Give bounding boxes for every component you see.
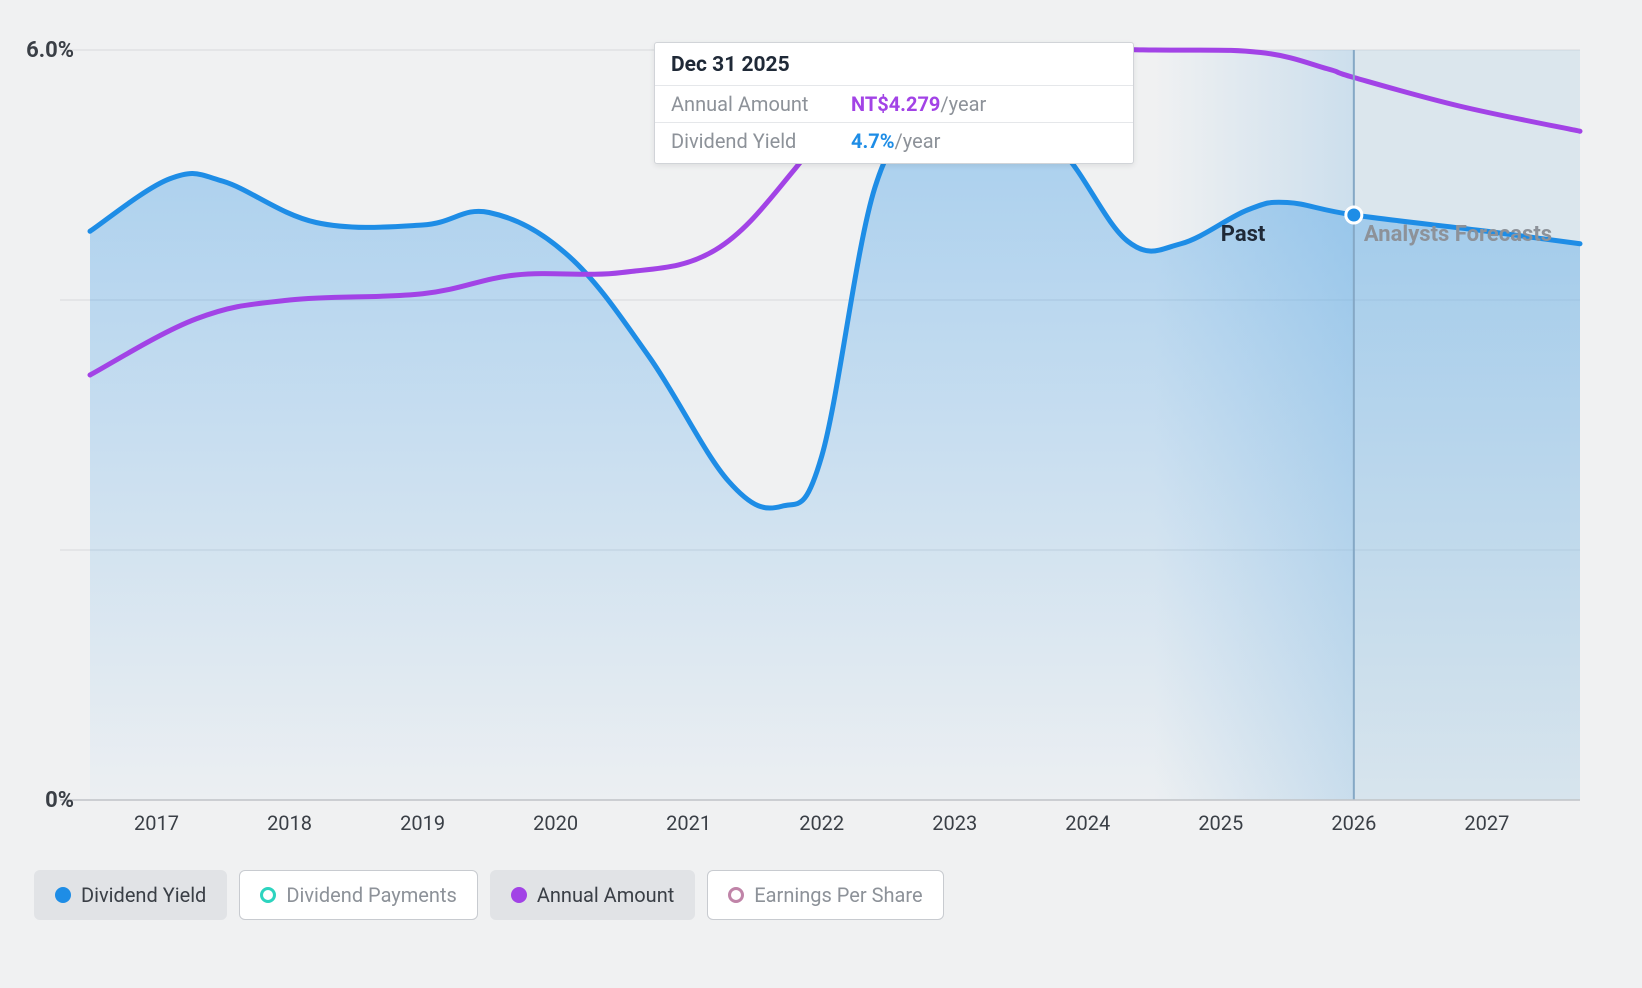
legend-item-label: Dividend Payments [286,883,456,907]
tooltip-rows: Annual AmountNT$4.279/yearDividend Yield… [655,86,1133,163]
tooltip-row: Annual AmountNT$4.279/year [655,86,1133,123]
legend-swatch-icon [511,887,527,903]
svg-text:2017: 2017 [134,811,179,835]
svg-text:2023: 2023 [932,811,977,835]
region-label-forecast: Analysts Forecasts [1364,222,1552,247]
tooltip-row-value: 4.7%/year [851,129,940,153]
svg-text:2025: 2025 [1198,811,1243,835]
legend-swatch-icon [55,887,71,903]
svg-text:2019: 2019 [400,811,445,835]
legend-item-annual-amount[interactable]: Annual Amount [490,870,695,920]
tooltip-row-label: Annual Amount [671,92,851,116]
tooltip-title: Dec 31 2025 [655,43,1133,86]
svg-text:2024: 2024 [1065,811,1110,835]
legend-item-dividend-yield[interactable]: Dividend Yield [34,870,227,920]
tooltip-row-label: Dividend Yield [671,129,851,153]
svg-text:0%: 0% [45,788,74,813]
svg-text:6.0%: 6.0% [26,38,74,63]
chart-container: 0% 6.0% 2017 2018 2019 2020 2021 2022 2023 2024 20… [0,0,1642,988]
legend-item-earnings-per-share[interactable]: Earnings Per Share [707,870,943,920]
legend-item-label: Annual Amount [537,883,674,907]
chart-tooltip: Dec 31 2025 Annual AmountNT$4.279/yearDi… [654,42,1134,164]
svg-text:2021: 2021 [666,811,711,835]
svg-text:2027: 2027 [1464,811,1509,835]
legend-bar: Dividend Yield Dividend Payments Annual Am… [34,870,944,920]
tooltip-row-value: NT$4.279/year [851,92,986,116]
svg-text:2018: 2018 [267,811,312,835]
svg-text:2026: 2026 [1331,811,1376,835]
legend-item-label: Earnings Per Share [754,883,922,907]
region-label-past: Past [1221,222,1266,247]
legend-swatch-icon [728,887,744,903]
legend-item-dividend-payments[interactable]: Dividend Payments [239,870,477,920]
svg-text:2020: 2020 [533,811,578,835]
tooltip-row: Dividend Yield4.7%/year [655,123,1133,163]
legend-item-label: Dividend Yield [81,883,206,907]
svg-text:2022: 2022 [799,811,844,835]
legend-swatch-icon [260,887,276,903]
